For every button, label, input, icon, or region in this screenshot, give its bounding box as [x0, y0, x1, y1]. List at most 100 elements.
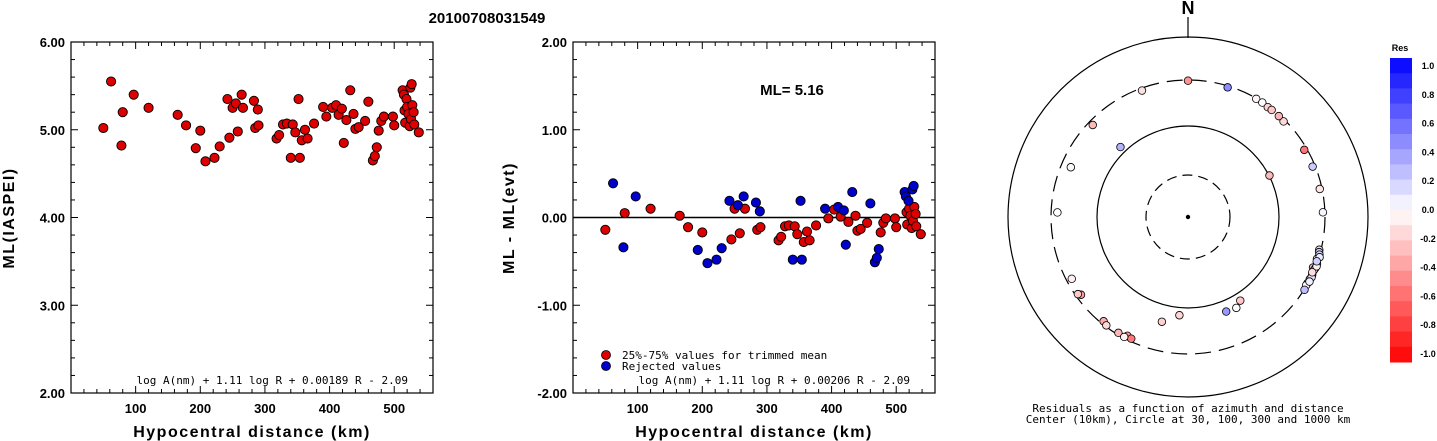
mid-rejected-point — [840, 239, 851, 250]
left-station-point — [143, 102, 154, 113]
colorbar-cell — [1390, 331, 1412, 348]
event-ml-label: ML= 5.16 — [760, 82, 824, 99]
left-station-point — [318, 101, 329, 112]
left-station-point — [98, 122, 109, 134]
mid-trimmed-point — [811, 220, 822, 231]
mid-trimmed-point — [792, 229, 803, 240]
colorbar-tick-label: 0.8 — [1422, 90, 1435, 100]
mid-rejected-point — [871, 252, 882, 263]
left-x-tick-label: 400 — [319, 401, 341, 416]
mid-y-tick-label: 1.00 — [542, 123, 567, 138]
mid-rejected-point — [795, 195, 806, 206]
left-x-tick-label: 300 — [254, 401, 276, 416]
mid-trimmed-point — [776, 231, 787, 242]
mid-trimmed-point — [674, 210, 685, 221]
mid-trimmed-point — [915, 229, 926, 240]
mid-rejected-point — [787, 254, 798, 265]
mid-rejected-point — [820, 203, 831, 214]
legend-marker-trimmed — [601, 350, 611, 360]
colorbar-cell — [1390, 286, 1412, 302]
polar-station-point — [1236, 296, 1245, 305]
colorbar-tick-label: 0.6 — [1422, 119, 1435, 129]
left-station-point — [360, 115, 371, 127]
polar-station-point — [1315, 184, 1324, 194]
mid-trimmed-point — [600, 224, 611, 235]
left-station-point — [172, 109, 183, 120]
left-station-point — [369, 151, 380, 162]
left-station-point — [117, 107, 128, 118]
mid-trimmed-point — [804, 235, 815, 246]
left-station-point — [378, 111, 389, 122]
circle-300km — [1050, 79, 1326, 355]
polar-station-point — [1267, 105, 1276, 115]
mid-trimmed-point — [697, 227, 708, 238]
mid-rejected-point — [838, 205, 849, 216]
left-station-point — [345, 85, 356, 96]
mid-trimmed-point — [683, 222, 694, 233]
left-station-point — [252, 104, 263, 115]
left-station-point — [387, 111, 398, 122]
mid-trimmed-point — [850, 210, 861, 221]
colorbar-tick-label: -0.8 — [1420, 320, 1436, 330]
polar-station-point — [1120, 332, 1129, 342]
mid-x-tick-label: 500 — [885, 401, 907, 416]
mid-formula-annotation: log A(nm) + 1.11 log R + 0.00206 R - 2.0… — [638, 374, 910, 387]
polar-station-point — [1157, 317, 1167, 326]
left-station-point — [299, 124, 311, 135]
polar-caption: Residuals as a function of azimuth and d… — [1032, 402, 1343, 415]
left-data-points — [98, 76, 424, 167]
legend: 25%-75% values for trimmed mean Rejected… — [601, 349, 827, 373]
polar-station-point — [1102, 321, 1111, 330]
colorbar-cell — [1390, 270, 1412, 287]
left-x-axis-label: Hypocentral distance (km) — [133, 424, 371, 441]
polar-station-point — [1265, 171, 1274, 180]
mid-rejected-point — [732, 200, 743, 211]
left-station-point — [409, 119, 420, 130]
left-formula-annotation: log A(nm) + 1.11 log R + 0.00189 R - 2.0… — [136, 374, 408, 387]
mid-trimmed-point — [910, 208, 921, 220]
mid-trimmed-point — [755, 222, 766, 233]
left-station-point — [389, 120, 400, 131]
north-label: N — [1182, 0, 1195, 18]
polar-station-point — [1183, 76, 1193, 85]
mid-rejected-point — [847, 187, 858, 198]
mid-rejected-point — [865, 198, 876, 209]
polar-station-point — [1308, 162, 1317, 171]
mid-trimmed-point — [889, 213, 900, 224]
left-station-point — [290, 127, 301, 138]
left-y-tick-label: 2.00 — [40, 386, 65, 401]
mid-rejected-point — [873, 244, 884, 255]
left-y-tick-label: 4.00 — [40, 211, 65, 226]
left-x-tick-label: 100 — [125, 401, 147, 416]
circle-100km — [1096, 125, 1280, 309]
polar-station-point — [1305, 277, 1314, 286]
center-point — [1185, 214, 1191, 220]
left-station-point — [302, 133, 313, 144]
colorbar-cell — [1390, 179, 1412, 196]
circle-1000km — [1007, 36, 1369, 398]
polar-station-point — [1137, 86, 1147, 95]
colorbar-cell — [1390, 346, 1412, 363]
polar-station-point — [1223, 83, 1232, 92]
left-station-point — [408, 107, 419, 118]
left-station-point — [353, 122, 364, 133]
circle-30km — [1145, 174, 1231, 260]
residual-colorbar: Res 1.0 0.8 0.6 0.4 0.2 0.0 -0.2 -0.4 -0.6 -0.8 -1… — [1390, 43, 1436, 363]
mid-x-tick-label: 400 — [821, 401, 843, 416]
left-station-point — [230, 98, 241, 109]
left-y-tick-label: 5.00 — [40, 123, 65, 138]
polar-station-point — [1067, 274, 1076, 284]
mid-x-tick-label: 200 — [691, 401, 713, 416]
left-y-axis-label: ML(IASPEI) — [1, 167, 18, 268]
left-station-point — [181, 120, 192, 131]
colorbar-cell — [1390, 134, 1412, 150]
left-station-point — [200, 156, 211, 167]
left-station-point — [236, 89, 247, 100]
colorbar-cell — [1390, 210, 1412, 226]
left-station-point — [338, 137, 349, 148]
mid-rejected-point — [724, 195, 735, 206]
polar-station-point — [1300, 145, 1309, 155]
left-station-point — [209, 152, 220, 163]
colorbar-cell — [1390, 225, 1412, 241]
left-station-point — [363, 96, 374, 107]
